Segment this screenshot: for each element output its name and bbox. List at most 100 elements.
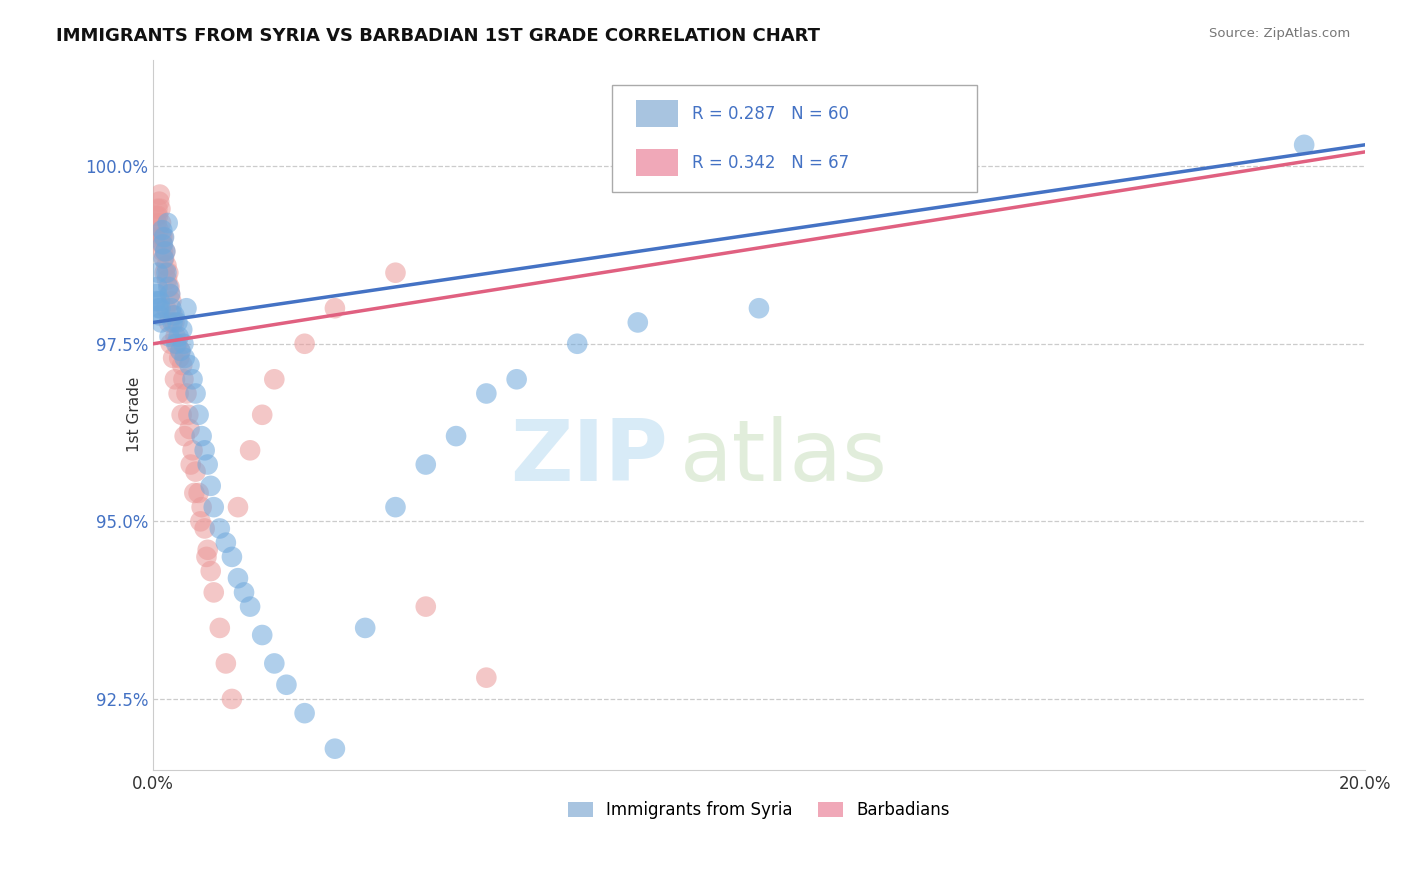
Point bbox=[150, 223, 173, 237]
Text: atlas: atlas bbox=[681, 416, 889, 499]
Point bbox=[149, 294, 172, 309]
Point bbox=[155, 266, 177, 280]
Point bbox=[148, 194, 170, 209]
Y-axis label: 1st Grade: 1st Grade bbox=[127, 377, 142, 452]
Point bbox=[748, 301, 770, 316]
Point bbox=[148, 309, 170, 323]
Point bbox=[146, 266, 169, 280]
Point bbox=[160, 301, 183, 316]
Point bbox=[197, 458, 219, 472]
Point bbox=[159, 280, 181, 294]
Point bbox=[172, 372, 194, 386]
Point bbox=[221, 549, 243, 564]
Point bbox=[155, 244, 177, 259]
Point bbox=[187, 486, 209, 500]
Point bbox=[150, 230, 173, 244]
Point bbox=[166, 336, 188, 351]
Point bbox=[162, 309, 184, 323]
Point bbox=[444, 429, 467, 443]
Point bbox=[226, 500, 249, 515]
Point bbox=[221, 692, 243, 706]
Point bbox=[415, 599, 437, 614]
Point bbox=[173, 351, 195, 365]
Point bbox=[176, 386, 198, 401]
Point bbox=[146, 216, 169, 230]
Point bbox=[239, 443, 262, 458]
Point bbox=[384, 500, 406, 515]
Point bbox=[172, 336, 194, 351]
Text: ZIP: ZIP bbox=[510, 416, 668, 499]
Point bbox=[179, 422, 201, 436]
Point bbox=[153, 266, 176, 280]
Point bbox=[169, 343, 191, 358]
Point bbox=[181, 443, 204, 458]
Point bbox=[165, 329, 187, 343]
Point bbox=[183, 486, 205, 500]
Point bbox=[145, 294, 167, 309]
Point bbox=[159, 336, 181, 351]
Point bbox=[250, 628, 273, 642]
Point bbox=[190, 500, 212, 515]
Point bbox=[179, 358, 201, 372]
Point bbox=[627, 315, 650, 329]
Point bbox=[194, 443, 217, 458]
Point bbox=[233, 585, 256, 599]
Point bbox=[169, 343, 191, 358]
Point bbox=[276, 678, 298, 692]
Text: Source: ZipAtlas.com: Source: ZipAtlas.com bbox=[1209, 27, 1350, 40]
Point bbox=[149, 301, 172, 316]
Point bbox=[156, 216, 179, 230]
Point bbox=[226, 571, 249, 585]
Point bbox=[177, 408, 200, 422]
Point bbox=[156, 273, 179, 287]
Point bbox=[215, 535, 238, 549]
Point bbox=[197, 542, 219, 557]
Point bbox=[149, 187, 172, 202]
Point bbox=[170, 408, 193, 422]
Text: IMMIGRANTS FROM SYRIA VS BARBADIAN 1ST GRADE CORRELATION CHART: IMMIGRANTS FROM SYRIA VS BARBADIAN 1ST G… bbox=[56, 27, 820, 45]
Point bbox=[163, 315, 186, 329]
Point bbox=[384, 266, 406, 280]
Point bbox=[149, 202, 172, 216]
Point bbox=[157, 315, 180, 329]
Point bbox=[200, 479, 222, 493]
Point bbox=[167, 351, 190, 365]
Point bbox=[190, 514, 212, 528]
Text: R = 0.287   N = 60: R = 0.287 N = 60 bbox=[692, 104, 849, 123]
Point bbox=[165, 336, 187, 351]
Point bbox=[145, 230, 167, 244]
Point bbox=[190, 429, 212, 443]
Point bbox=[173, 429, 195, 443]
Point bbox=[146, 209, 169, 223]
Point bbox=[263, 657, 285, 671]
Point bbox=[148, 301, 170, 316]
Point bbox=[415, 458, 437, 472]
Point bbox=[200, 564, 222, 578]
Point bbox=[159, 329, 181, 343]
Legend: Immigrants from Syria, Barbadians: Immigrants from Syria, Barbadians bbox=[561, 794, 956, 826]
Text: R = 0.342   N = 67: R = 0.342 N = 67 bbox=[692, 153, 849, 172]
Point bbox=[1294, 137, 1316, 152]
Point bbox=[152, 237, 174, 252]
Point bbox=[155, 244, 177, 259]
Point bbox=[194, 521, 217, 535]
Point bbox=[152, 230, 174, 244]
Point bbox=[172, 358, 194, 372]
Point bbox=[263, 372, 285, 386]
Point bbox=[167, 329, 190, 343]
Point bbox=[505, 372, 527, 386]
Point bbox=[294, 706, 316, 721]
Point bbox=[176, 301, 198, 316]
Point bbox=[250, 408, 273, 422]
Point bbox=[155, 259, 177, 273]
Point bbox=[323, 301, 346, 316]
Point bbox=[475, 671, 498, 685]
Point bbox=[157, 266, 180, 280]
Point bbox=[294, 336, 316, 351]
Point bbox=[160, 294, 183, 309]
Point bbox=[323, 741, 346, 756]
Point bbox=[148, 223, 170, 237]
Point bbox=[150, 216, 173, 230]
Point bbox=[157, 280, 180, 294]
Point bbox=[145, 209, 167, 223]
